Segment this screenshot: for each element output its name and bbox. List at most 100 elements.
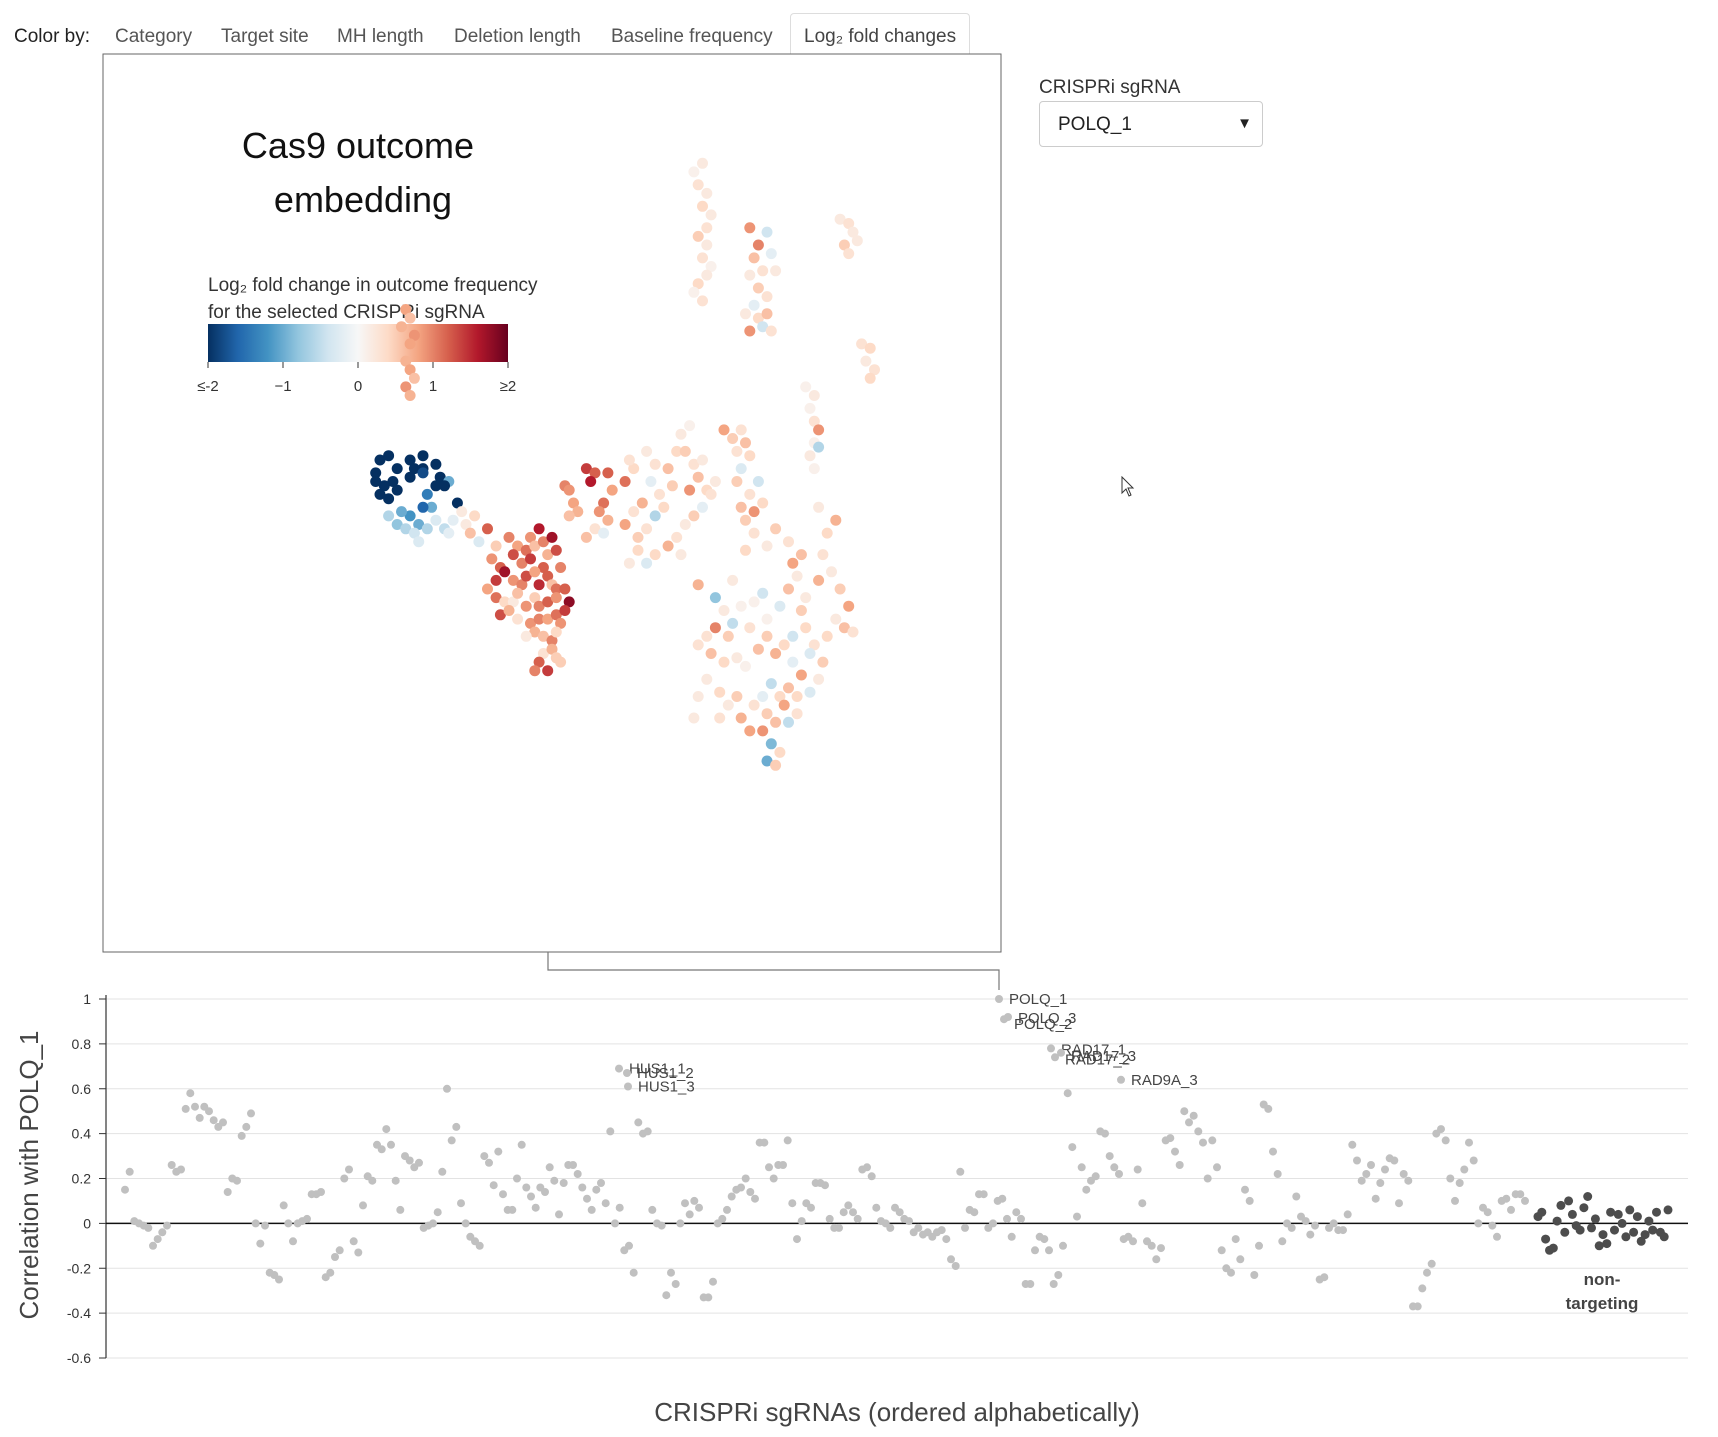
- embedding-point: [740, 544, 751, 556]
- embedding-point: [482, 523, 493, 535]
- embedding-point: [821, 527, 833, 539]
- correlation-point: [1045, 1246, 1053, 1255]
- embedding-point: [563, 510, 575, 522]
- embedding-point: [658, 501, 670, 513]
- embedding-point: [813, 673, 825, 685]
- tab-baseline-frequency[interactable]: Baseline frequency: [611, 26, 773, 47]
- correlation-point: [209, 1116, 218, 1125]
- embedding-point: [641, 523, 653, 535]
- embedding-point: [795, 669, 807, 681]
- color-by-label: Color by:: [14, 26, 91, 47]
- y-axis-ticks: 1 0.8 0.6 0.4 0.2 0 -0.2 -0.4 -0.6: [67, 991, 106, 1366]
- embedding-point: [692, 179, 704, 191]
- embedding-point: [641, 557, 653, 569]
- correlation-point: [1180, 1107, 1189, 1116]
- correlation-point: [247, 1109, 255, 1118]
- correlation-point: [956, 1167, 965, 1176]
- embedding-point: [662, 463, 674, 475]
- embedding-point: [606, 484, 618, 496]
- embedding-point: [817, 656, 829, 668]
- correlation-point-label: RAD17_1: [1061, 1041, 1126, 1058]
- embedding-point: [408, 463, 420, 475]
- correlation-point: [695, 1203, 703, 1212]
- embedding-point: [813, 424, 825, 436]
- embedding-point: [770, 716, 782, 728]
- embedding-point: [512, 613, 524, 625]
- tab-mh-length[interactable]: MH length: [337, 26, 424, 47]
- correlation-point: [573, 1170, 582, 1178]
- correlation-point: [853, 1214, 862, 1223]
- embedding-point: [757, 587, 769, 599]
- nontargeting-point: [1632, 1212, 1642, 1222]
- embedding-point: [383, 493, 395, 505]
- correlation-point: [326, 1268, 335, 1277]
- embedding-point: [744, 222, 756, 234]
- correlation-point: [121, 1185, 129, 1194]
- correlation-point: [1269, 1147, 1277, 1156]
- correlation-point: [788, 1199, 797, 1208]
- correlation-point: [1465, 1138, 1473, 1147]
- nontargeting-label-line1: non-: [1584, 1270, 1621, 1289]
- sgrna-selector-label: CRISPRi sgRNA: [1039, 77, 1181, 98]
- embedding-point: [546, 643, 558, 655]
- nontargeting-point: [1621, 1232, 1631, 1242]
- correlation-point: [1273, 1170, 1282, 1178]
- legend-title: Log₂ fold change in outcome frequency: [208, 275, 538, 296]
- embedding-point: [744, 622, 756, 634]
- correlation-point: [914, 1223, 923, 1232]
- tab-log2-fold-changes[interactable]: Log₂ fold changes: [790, 13, 971, 57]
- nontargeting-label-line2: targeting: [1566, 1294, 1639, 1313]
- correlation-point: [1199, 1138, 1207, 1147]
- tab-deletion-length[interactable]: Deletion length: [454, 26, 581, 47]
- tab-target-site[interactable]: Target site: [221, 26, 309, 47]
- correlation-point: [1311, 1221, 1319, 1230]
- embedding-point: [387, 476, 399, 487]
- embedding-point: [705, 648, 717, 659]
- nontargeting-point: [1636, 1236, 1646, 1246]
- correlation-point: [1521, 1196, 1529, 1205]
- embedding-point: [765, 325, 777, 337]
- color-by-tabbar: Color by: Category Target site MH length…: [0, 6, 1000, 57]
- correlation-point: [251, 1219, 260, 1228]
- embedding-point: [559, 583, 571, 595]
- correlation-point: [1404, 1176, 1413, 1185]
- embedding-point: [550, 609, 562, 621]
- correlation-point: [1413, 1302, 1422, 1311]
- embedding-point: [727, 433, 739, 444]
- correlation-point-label: RAD9A_3: [1131, 1072, 1198, 1089]
- embedding-point: [705, 488, 717, 500]
- embedding-point: [843, 248, 855, 260]
- correlation-point: [1516, 1190, 1525, 1199]
- embedding-point: [529, 540, 541, 552]
- embedding-point: [602, 514, 614, 526]
- correlation-point: [447, 1136, 456, 1145]
- embedding-point: [662, 540, 674, 552]
- embedding-point: [516, 557, 528, 569]
- embedding-point: [735, 600, 747, 612]
- embedding-point: [748, 527, 760, 539]
- embedding-point: [417, 467, 429, 479]
- embedding-point: [533, 656, 545, 668]
- mouse-pointer-icon: [1121, 476, 1135, 497]
- embedding-point: [632, 544, 644, 556]
- tab-category[interactable]: Category: [115, 26, 193, 47]
- correlation-point: [531, 1203, 540, 1212]
- embedding-point: [692, 639, 704, 651]
- embedding-point: [765, 738, 777, 750]
- embedding-point: [404, 338, 416, 350]
- correlation-point: [354, 1248, 363, 1257]
- embedding-point: [533, 613, 545, 625]
- correlation-point: [1320, 1273, 1329, 1282]
- correlation-point: [1003, 1214, 1011, 1223]
- correlation-point: [368, 1176, 377, 1185]
- sgrna-select[interactable]: POLQ_1 ▼: [1039, 101, 1263, 147]
- correlation-point: [405, 1156, 414, 1165]
- embedding-point: [761, 630, 773, 642]
- correlation-point: [555, 1210, 563, 1219]
- correlation-point: [989, 1219, 997, 1228]
- y-tick-label: -0.6: [67, 1350, 91, 1366]
- embedding-point: [520, 570, 532, 582]
- correlation-point: [1488, 1221, 1497, 1230]
- correlation-point: [1507, 1205, 1515, 1214]
